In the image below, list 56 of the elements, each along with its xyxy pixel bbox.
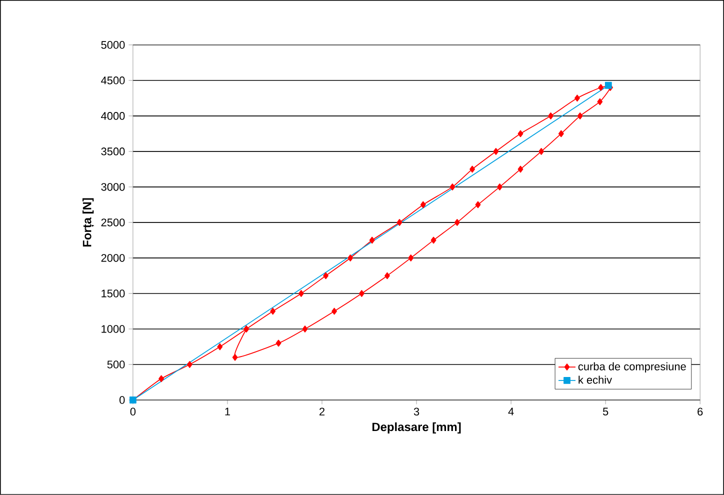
point [332, 308, 337, 315]
y-tick-label: 4000 [101, 112, 125, 120]
x-tick-label: 6 [698, 408, 703, 416]
point [232, 354, 238, 361]
point [475, 201, 481, 208]
y-tick-label: 1500 [102, 290, 125, 298]
point [548, 112, 554, 120]
point [358, 290, 364, 297]
point [574, 94, 580, 102]
point [217, 343, 223, 350]
x-tick-label: 1 [225, 408, 230, 416]
point [158, 375, 164, 382]
point [186, 361, 192, 368]
point [538, 148, 544, 155]
y-axis-title: Forța [N] [82, 198, 94, 247]
x-tick-label: 4 [508, 408, 514, 416]
point [577, 112, 583, 120]
legend-label: curba de compresiune [578, 362, 686, 373]
y-tick-label: 500 [107, 360, 125, 368]
y-tick-label: 3500 [101, 148, 125, 156]
point [470, 166, 475, 173]
point [450, 184, 456, 190]
x-tick-label: 5 [602, 408, 608, 416]
x-axis-title: Deplasare [mm] [372, 422, 461, 434]
point [454, 219, 460, 226]
point [302, 326, 308, 332]
point [270, 308, 276, 315]
y-tick-label: 4500 [101, 76, 125, 84]
y-tick-label: 5000 [101, 41, 125, 49]
y-tick-label: 3000 [101, 183, 125, 191]
point [597, 98, 603, 106]
point [348, 254, 354, 262]
point [430, 236, 436, 244]
point [276, 340, 282, 347]
x-tick-label: 0 [130, 408, 136, 416]
y-tick-label: 0 [119, 396, 125, 404]
point [384, 272, 390, 280]
point [518, 130, 524, 138]
x-tick-label: 3 [414, 408, 420, 416]
point [420, 201, 426, 208]
point [298, 290, 304, 297]
point [396, 219, 402, 226]
y-tick-label: 2000 [101, 254, 125, 262]
point [518, 166, 524, 173]
y-tick-label: 1000 [102, 325, 125, 333]
point [493, 148, 499, 155]
point [323, 272, 328, 280]
x-tick-label: 2 [319, 408, 324, 416]
y-tick-label: 2500 [101, 218, 125, 226]
point [598, 84, 604, 91]
point [408, 254, 414, 262]
point [604, 82, 612, 89]
legend-label: k echiv [578, 376, 612, 384]
point [497, 184, 502, 190]
point [558, 130, 564, 138]
point [369, 236, 375, 244]
